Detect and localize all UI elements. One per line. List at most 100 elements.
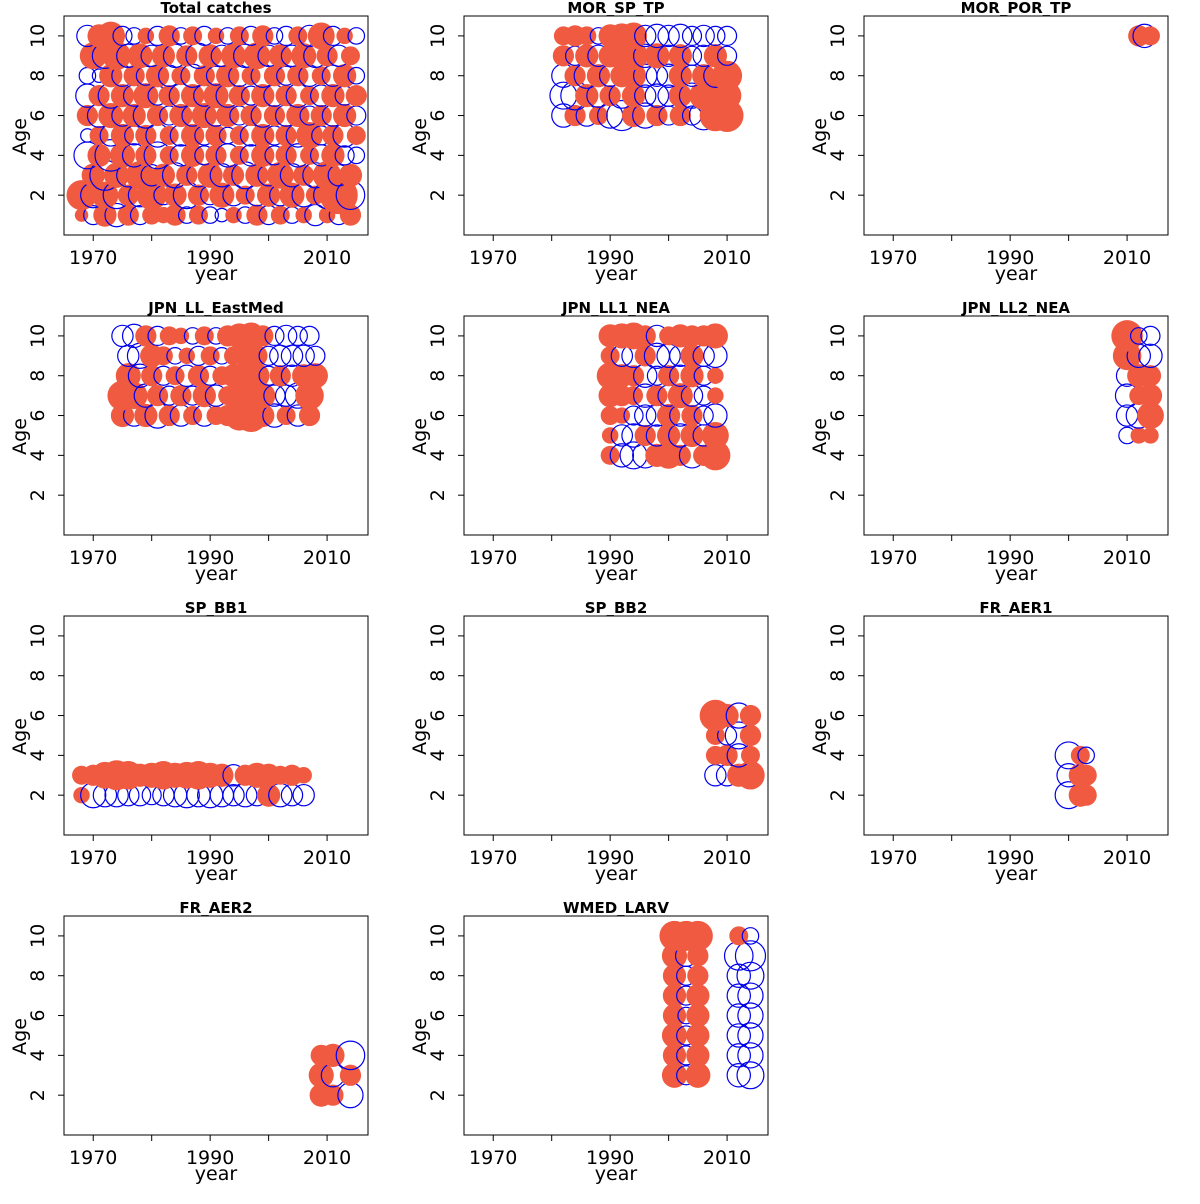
negative-residual-bubble	[726, 1023, 752, 1048]
positive-residual-bubble	[88, 85, 110, 107]
positive-residual-bubble	[96, 21, 126, 51]
x-tick-label: 1970	[69, 1147, 117, 1169]
positive-residual-bubble	[295, 381, 324, 410]
negative-residual-bubble	[334, 145, 355, 166]
negative-residual-bubble	[280, 344, 304, 368]
y-tick-label: 8	[827, 670, 849, 682]
positive-residual-bubble	[133, 83, 159, 109]
positive-residual-bubble	[703, 44, 728, 68]
bubble-layer	[1111, 320, 1164, 445]
negative-residual-bubble	[1138, 343, 1163, 369]
panel-title: MOR_SP_TP	[567, 0, 664, 17]
y-axis-label: Age	[9, 418, 31, 455]
y-tick-label: 6	[827, 409, 849, 421]
positive-residual-bubble	[183, 406, 203, 426]
x-tick-label: 1970	[869, 847, 917, 869]
panel-8: FR_AER1 1970 1990 2010 2 4 6 8 10 year Age	[809, 599, 1169, 885]
positive-residual-bubble	[681, 404, 703, 427]
positive-residual-bubble	[712, 60, 743, 91]
y-tick-label: 10	[427, 324, 449, 348]
panel-10: WMED_LARV 1970 1990 2010 2 4 6 8 10 year Age	[409, 899, 769, 1185]
y-tick-label: 2	[27, 789, 49, 801]
positive-residual-bubble	[252, 325, 274, 347]
y-tick-label: 6	[27, 409, 49, 421]
positive-residual-bubble	[1138, 384, 1163, 408]
negative-residual-bubble	[111, 324, 134, 348]
positive-residual-bubble	[123, 65, 145, 87]
positive-residual-bubble	[305, 185, 325, 205]
positive-residual-bubble	[110, 84, 135, 108]
negative-residual-bubble	[201, 206, 219, 224]
y-tick-label: 4	[427, 149, 449, 161]
positive-residual-bubble	[178, 347, 195, 365]
negative-residual-bubble	[656, 343, 681, 369]
negative-residual-bubble	[112, 25, 133, 47]
x-tick-label: 2010	[1103, 247, 1151, 269]
positive-residual-bubble	[216, 64, 240, 88]
positive-residual-bubble	[707, 387, 724, 404]
negative-residual-bubble	[305, 345, 326, 366]
plot-frame	[463, 315, 769, 536]
y-tick-label: 6	[427, 1009, 449, 1021]
x-tick-label: 2010	[303, 247, 351, 269]
bubble-layer	[1054, 741, 1097, 810]
negative-residual-bubble	[644, 83, 670, 108]
positive-residual-bubble	[229, 145, 249, 165]
positive-residual-bubble	[332, 64, 357, 88]
y-tick-label: 4	[827, 749, 849, 761]
panel-0: Total catches 1970 1990 2010 2 4 6 8 10 year Age	[9, 0, 369, 285]
positive-residual-bubble	[89, 125, 109, 145]
positive-residual-bubble	[685, 1062, 711, 1088]
positive-residual-bubble	[263, 104, 286, 127]
positive-residual-bubble	[339, 1064, 362, 1086]
positive-residual-bubble	[180, 84, 205, 108]
y-tick-label: 8	[27, 370, 49, 382]
bubble-layer	[72, 760, 315, 809]
positive-residual-bubble	[646, 385, 668, 407]
positive-residual-bubble	[740, 745, 760, 765]
negative-residual-bubble	[1077, 746, 1095, 765]
plot-frame	[463, 615, 769, 836]
y-tick-label: 6	[27, 709, 49, 721]
positive-residual-bubble	[98, 102, 124, 129]
positive-residual-bubble	[245, 163, 269, 187]
positive-residual-bubble	[229, 26, 249, 46]
negative-residual-bubble	[292, 783, 315, 807]
positive-residual-bubble	[707, 367, 724, 384]
bubble-layer	[699, 699, 765, 790]
plot-frame	[863, 615, 1169, 836]
x-axis-label: year	[995, 863, 1038, 885]
y-tick-label: 6	[827, 109, 849, 121]
panel-5: JPN_LL2_NEA 1970 1990 2010 2 4 6 8 10 year Age	[809, 299, 1169, 585]
positive-residual-bubble	[246, 345, 268, 367]
positive-residual-bubble	[176, 45, 198, 67]
bubble-layer	[308, 1040, 366, 1109]
negative-residual-bubble	[737, 982, 764, 1009]
positive-residual-bubble	[312, 161, 342, 190]
negative-residual-bubble	[703, 403, 728, 428]
panel-6: SP_BB1 1970 1990 2010 2 4 6 8 10 year Age	[9, 599, 369, 885]
x-tick-label: 2010	[303, 547, 351, 569]
positive-residual-bubble	[122, 103, 146, 128]
y-tick-label: 8	[427, 970, 449, 982]
positive-residual-bubble	[293, 164, 315, 186]
y-tick-label: 4	[27, 1049, 49, 1061]
negative-residual-bubble	[693, 405, 714, 426]
plot-frame	[863, 15, 1169, 236]
x-axis-label: year	[595, 863, 638, 885]
negative-residual-bubble	[549, 81, 578, 110]
negative-residual-bubble	[692, 24, 715, 48]
y-axis-label: Age	[809, 718, 831, 755]
y-tick-label: 8	[427, 670, 449, 682]
positive-residual-bubble	[191, 102, 217, 129]
panel-title: JPN_LL_EastMed	[147, 299, 284, 317]
plot-frame	[463, 15, 769, 236]
y-axis-label: Age	[409, 118, 431, 155]
positive-residual-bubble	[588, 106, 608, 126]
x-tick-label: 1990	[186, 1147, 234, 1169]
positive-residual-bubble	[656, 403, 681, 428]
positive-residual-bubble	[146, 385, 169, 407]
positive-residual-bubble	[159, 326, 179, 346]
x-tick-label: 1970	[69, 247, 117, 269]
